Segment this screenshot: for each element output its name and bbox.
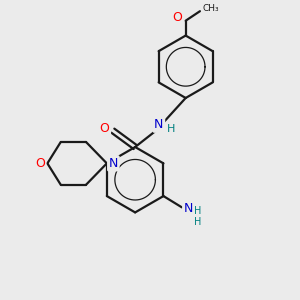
Text: N: N bbox=[154, 118, 164, 131]
Text: CH₃: CH₃ bbox=[203, 4, 220, 13]
Text: N: N bbox=[184, 202, 193, 215]
Text: O: O bbox=[100, 122, 110, 135]
Text: H: H bbox=[167, 124, 176, 134]
Text: O: O bbox=[35, 157, 45, 170]
Text: O: O bbox=[172, 11, 182, 24]
Text: N: N bbox=[109, 157, 118, 170]
Text: H
H: H H bbox=[194, 206, 201, 227]
